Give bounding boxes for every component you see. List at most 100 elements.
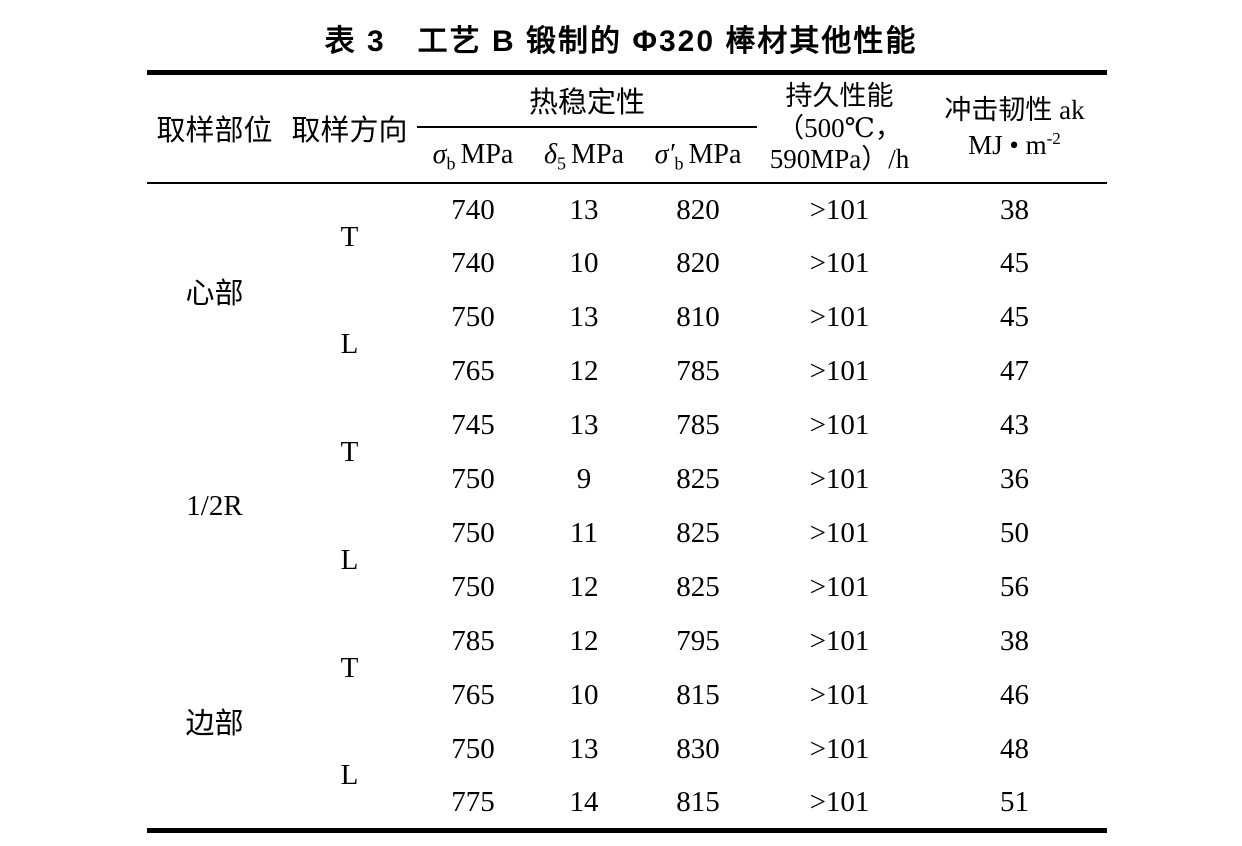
value-cell: 12 <box>569 625 599 657</box>
direction-cell: L <box>340 328 359 360</box>
value-cell: 9 <box>576 463 592 495</box>
value-cell: >101 <box>809 301 870 333</box>
value-cell: 46 <box>1000 679 1029 711</box>
table-row: 750 9 825 >101 36 <box>147 453 1107 507</box>
value-cell: 745 <box>451 409 495 441</box>
table-row: 775 14 815 >101 51 <box>147 777 1107 831</box>
value-cell: >101 <box>809 463 870 495</box>
endurance-line-3: 590MPa）/h <box>769 143 910 174</box>
impact-unit-superscript: -2 <box>1046 129 1061 149</box>
value-cell: 825 <box>676 517 720 549</box>
table-row: 1/2R T 745 13 785 >101 43 <box>147 399 1107 522</box>
value-cell: 56 <box>1000 571 1029 603</box>
value-cell: 14 <box>569 785 599 818</box>
value-cell: >101 <box>809 571 870 603</box>
value-cell: 45 <box>1000 247 1029 279</box>
direction-cell: L <box>340 544 359 576</box>
value-cell: 12 <box>569 355 599 387</box>
value-cell: 12 <box>569 571 599 603</box>
value-cell: 38 <box>1000 193 1029 226</box>
header-impact-toughness: 冲击韧性 ak MJ • m-2 <box>922 72 1107 184</box>
value-cell: 13 <box>569 301 599 333</box>
value-cell: 815 <box>676 785 720 818</box>
sigma-b-subscript: b <box>446 153 456 174</box>
table-row: 765 12 785 >101 47 <box>147 345 1107 399</box>
value-cell: 740 <box>451 247 495 279</box>
sigma-b-symbol: σ <box>432 138 447 170</box>
endurance-line-2: （500℃， <box>777 112 902 143</box>
value-cell: 38 <box>1000 625 1029 657</box>
value-cell: 750 <box>451 733 495 765</box>
value-cell: 48 <box>1000 733 1029 765</box>
value-cell: 750 <box>451 301 495 333</box>
value-cell: 750 <box>451 571 495 603</box>
sigma-b-unit: MPa <box>460 138 514 170</box>
impact-unit-base: MJ • m <box>968 130 1047 161</box>
value-cell: 43 <box>1000 409 1029 441</box>
value-cell: 50 <box>1000 517 1029 549</box>
part-cell: 心部 <box>185 278 244 310</box>
value-cell: 750 <box>451 463 495 495</box>
value-cell: 820 <box>676 193 720 226</box>
value-cell: 13 <box>569 193 599 226</box>
value-cell: >101 <box>809 625 870 657</box>
value-cell: 775 <box>451 785 495 818</box>
value-cell: 36 <box>1000 463 1029 495</box>
table-row: 边部 T 785 12 795 >101 38 <box>147 615 1107 740</box>
value-cell: 51 <box>1000 785 1029 818</box>
direction-cell: T <box>340 436 359 468</box>
table-row: 750 12 825 >101 56 <box>147 561 1107 615</box>
value-cell: >101 <box>809 355 870 387</box>
direction-cell: L <box>340 758 359 791</box>
properties-table: 取样部位 取样方向 热稳定性 持久性能 （500℃， 590MPa）/h 冲击韧… <box>147 70 1107 833</box>
value-cell: 785 <box>676 355 720 387</box>
value-cell: 750 <box>451 517 495 549</box>
value-cell: 820 <box>676 247 720 279</box>
value-cell: 740 <box>451 193 495 226</box>
value-cell: >101 <box>809 733 870 765</box>
table-row: L 750 11 825 >101 50 <box>147 507 1107 576</box>
header-delta-5: δ5 MPa <box>529 126 639 184</box>
delta-5-symbol: δ <box>544 138 558 170</box>
part-cell: 1/2R <box>186 490 243 522</box>
value-cell: 10 <box>569 679 599 711</box>
header-sigma-b: σb MPa <box>417 126 529 184</box>
value-cell: 785 <box>676 409 720 441</box>
value-cell: 11 <box>570 517 598 549</box>
value-cell: 765 <box>451 679 495 711</box>
header-sigma-prime-b: σ′b MPa <box>639 126 757 184</box>
table-row: 765 10 815 >101 46 <box>147 669 1107 723</box>
value-cell: >101 <box>809 517 870 549</box>
direction-cell: T <box>340 220 359 253</box>
value-cell: 785 <box>451 625 495 657</box>
value-cell: 815 <box>676 679 720 711</box>
header-row-1: 取样部位 取样方向 热稳定性 持久性能 （500℃， 590MPa）/h 冲击韧… <box>147 72 1107 184</box>
value-cell: 47 <box>1000 355 1029 387</box>
sigma-prime-b-subscript: b <box>674 153 684 174</box>
value-cell: 795 <box>676 625 720 657</box>
value-cell: 765 <box>451 355 495 387</box>
table-row: L 750 13 810 >101 45 <box>147 291 1107 360</box>
value-cell: 45 <box>1000 301 1029 333</box>
delta-5-unit: MPa <box>571 138 624 170</box>
table-row: 心部 T 740 13 820 >101 38 <box>147 183 1107 311</box>
value-cell: >101 <box>809 247 870 279</box>
table-row: 740 10 820 >101 45 <box>147 237 1107 291</box>
value-cell: 13 <box>569 409 599 441</box>
table-row: L 750 13 830 >101 48 <box>147 723 1107 791</box>
value-cell: >101 <box>809 409 870 441</box>
delta-5-subscript: 5 <box>557 153 567 174</box>
header-direction: 取样方向 <box>282 72 417 184</box>
header-row-2: σb MPa δ5 MPa σ′b MPa <box>147 126 1107 184</box>
header-part: 取样部位 <box>147 72 282 184</box>
value-cell: 13 <box>569 733 599 765</box>
value-cell: 10 <box>569 247 599 279</box>
value-cell: >101 <box>809 193 870 226</box>
value-cell: 825 <box>676 463 720 495</box>
impact-line-2: MJ • m-2 <box>922 128 1107 163</box>
direction-cell: T <box>340 652 359 684</box>
sigma-prime-b-unit: MPa <box>688 138 742 170</box>
part-cell: 边部 <box>185 708 244 741</box>
sigma-prime-b-symbol: σ′ <box>654 138 675 170</box>
